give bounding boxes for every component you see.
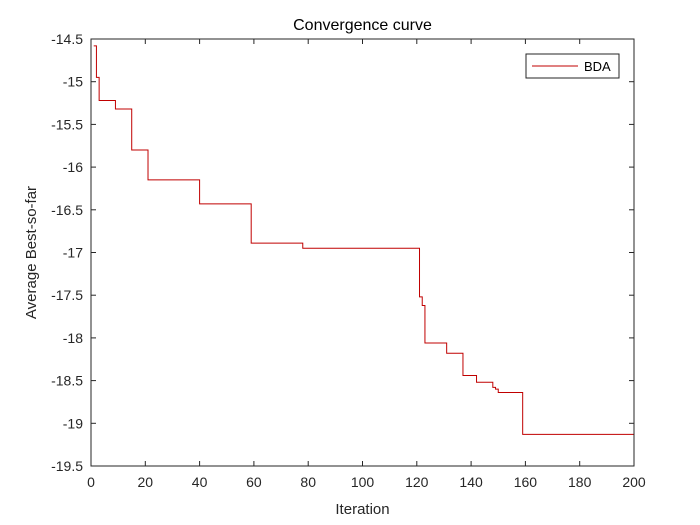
- y-tick-label: -15: [63, 74, 83, 90]
- x-tick-label: 20: [138, 474, 154, 490]
- y-axis-title: Average Best-so-far: [23, 186, 40, 319]
- y-tick-label: -18: [63, 330, 83, 346]
- y-tick-label: -17.5: [51, 287, 83, 303]
- x-tick-label: 200: [622, 474, 646, 490]
- x-tick-label: 100: [351, 474, 375, 490]
- x-tick-label: 120: [405, 474, 429, 490]
- x-tick-label: 40: [192, 474, 208, 490]
- y-tick-label: -17: [63, 245, 83, 261]
- x-axis-title: Iteration: [335, 501, 389, 518]
- y-tick-label: -18.5: [51, 373, 83, 389]
- y-tick-label: -15.5: [51, 116, 83, 132]
- legend: BDA: [525, 53, 620, 79]
- x-tick-label: 160: [514, 474, 538, 490]
- y-tick-label: -16.5: [51, 202, 83, 218]
- x-tick-label: 60: [246, 474, 262, 490]
- legend-label-bda: BDA: [584, 59, 611, 74]
- y-tick-label: -19: [63, 415, 83, 431]
- y-tick-label: -14.5: [51, 31, 83, 47]
- x-tick-label: 140: [459, 474, 483, 490]
- series-line-bda: [93, 45, 634, 435]
- y-tick-label: -19.5: [51, 458, 83, 474]
- x-tick-label: 80: [300, 474, 316, 490]
- plot-area: [91, 39, 634, 466]
- chart-title: Convergence curve: [293, 17, 432, 34]
- x-tick-label: 0: [87, 474, 95, 490]
- y-tick-label: -16: [63, 159, 83, 175]
- x-tick-label: 180: [568, 474, 592, 490]
